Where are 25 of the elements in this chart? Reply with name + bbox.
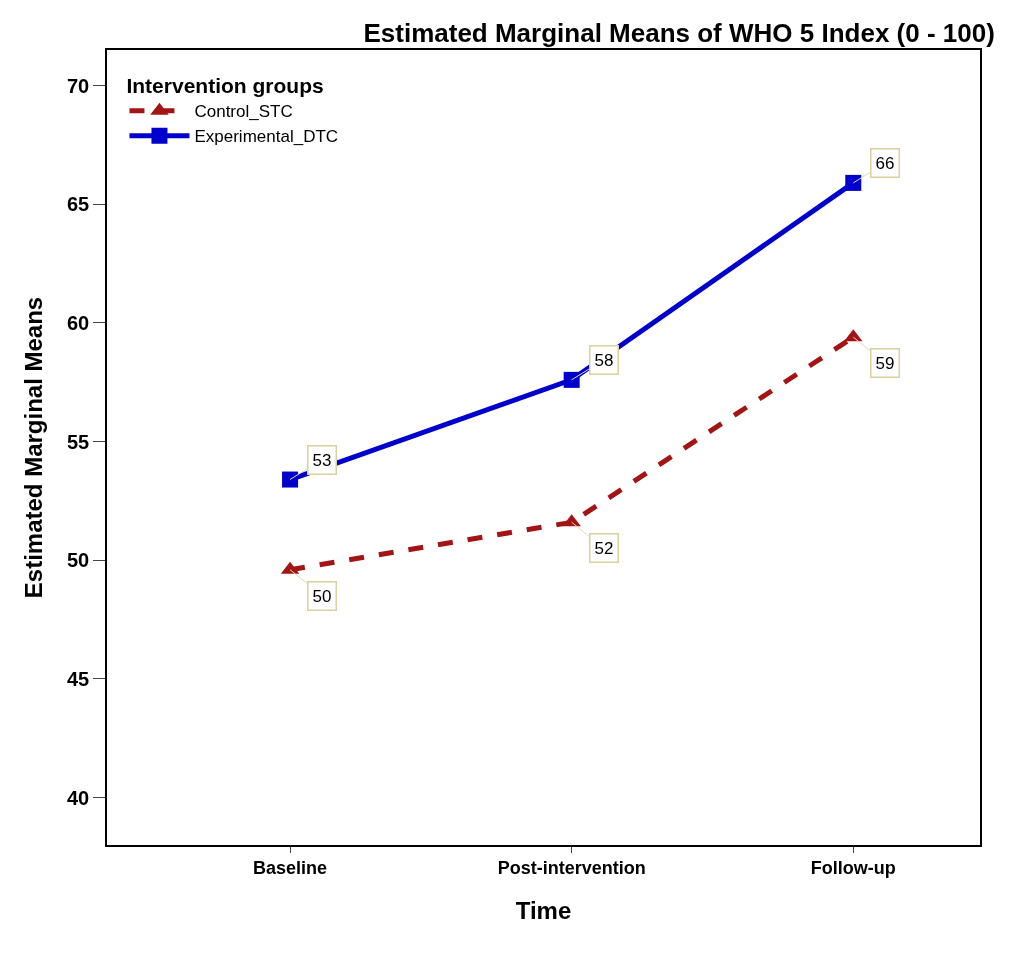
y-tick-label: 50: [67, 549, 90, 572]
x-tick-label: Post-intervention: [497, 858, 646, 879]
x-tick-label: Baseline: [253, 858, 328, 879]
x-tick-label: Follow-up: [810, 858, 896, 879]
data-label: 58: [594, 350, 614, 370]
x-axis-title: Time: [515, 897, 572, 925]
y-tick-label: 70: [67, 74, 90, 97]
y-tick-label: 40: [67, 786, 90, 809]
point: [563, 371, 580, 388]
chart-title: Estimated Marginal Means of WHO 5 Index (0 - 100): [363, 18, 995, 49]
y-tick-label: 60: [67, 311, 90, 334]
legend-label: Control_STC: [194, 102, 293, 122]
legend-title: Intervention groups: [126, 74, 324, 98]
data-label: 66: [875, 153, 895, 173]
point: [845, 174, 862, 191]
y-axis-title: Estimated Marginal Means: [19, 296, 47, 599]
data-label: 59: [875, 353, 895, 373]
data-label: 52: [594, 538, 614, 558]
y-tick-label: 45: [67, 667, 90, 690]
data-label: 53: [312, 450, 332, 470]
data-label: 50: [312, 586, 332, 606]
y-tick-label: 55: [67, 430, 90, 453]
legend-label: Experimental_DTC: [194, 127, 339, 147]
y-tick-label: 65: [67, 193, 90, 216]
point: [282, 471, 299, 488]
